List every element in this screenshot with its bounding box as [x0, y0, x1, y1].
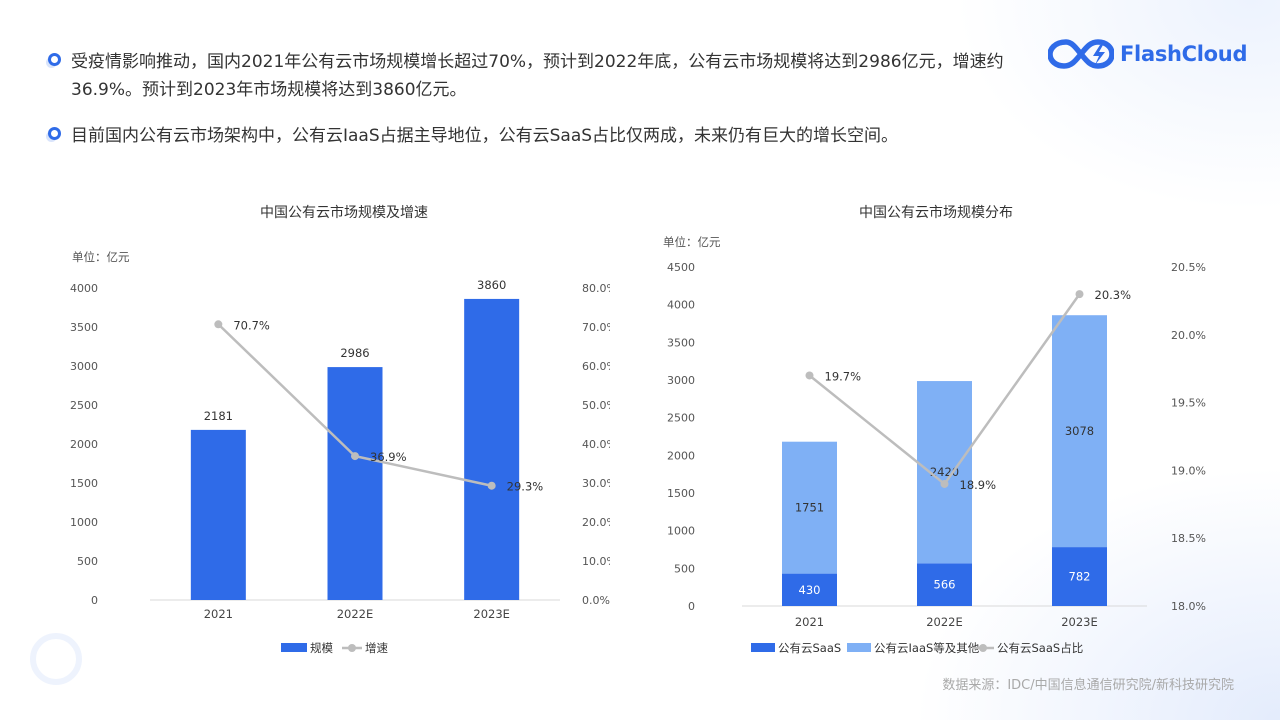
y-tick-label: 4500	[667, 261, 695, 274]
y2-tick-label: 19.5%	[1171, 397, 1206, 410]
bar-segment	[782, 573, 837, 606]
logo-text: FlashCloud	[1120, 42, 1248, 66]
bar	[327, 367, 383, 600]
bar-data-label: 3860	[477, 278, 506, 292]
x-tick-label: 2021	[795, 615, 824, 629]
y-tick-label: 3500	[667, 336, 695, 349]
bar-data-label: 1751	[795, 501, 824, 515]
chart-title: 中国公有云市场规模分布	[859, 204, 1013, 221]
y-tick-label: 1000	[70, 516, 98, 529]
y-tick-label: 4000	[70, 282, 98, 295]
bar-data-label: 2181	[204, 409, 233, 423]
y-tick-label: 2000	[667, 449, 695, 462]
line-point	[940, 479, 949, 488]
line-point	[487, 481, 496, 490]
legend-label: 公有云SaaS占比	[997, 641, 1083, 655]
line-data-label: 20.3%	[1095, 288, 1132, 302]
x-tick-label: 2022E	[337, 607, 374, 621]
y2-tick-label: 20.5%	[1171, 261, 1206, 274]
chart-title: 中国公有云市场规模及增速	[260, 204, 428, 221]
bullet-circle-icon	[48, 53, 61, 66]
bar-data-label: 430	[799, 583, 821, 597]
data-source-note: 数据来源：IDC/中国信息通信研究院/新科技研究院	[942, 678, 1234, 693]
bullet-text-2: 目前国内公有云市场架构中，公有云IaaS占据主导地位，公有云SaaS占比仅两成，…	[71, 126, 899, 146]
x-tick-label: 2023E	[473, 607, 510, 621]
y-tick-label: 1000	[667, 525, 695, 538]
legend-label: 公有云IaaS等及其他	[874, 641, 980, 655]
bar-segment	[917, 563, 972, 606]
y2-tick-label: 70.0%	[582, 321, 610, 334]
legend-marker	[979, 644, 987, 652]
y2-tick-label: 80.0%	[582, 282, 610, 295]
unit-label: 单位：亿元	[663, 235, 721, 249]
line-point	[214, 320, 223, 329]
y-tick-label: 2000	[70, 438, 98, 451]
line-data-label: 29.3%	[507, 480, 544, 494]
x-tick-label: 2021	[204, 607, 233, 621]
y-tick-label: 0	[688, 600, 695, 613]
bar-data-label: 566	[934, 578, 956, 592]
chart-right: 中国公有云市场规模分布单位：亿元 0 500 1000 1500 2000 2500 3000…	[655, 190, 1215, 660]
legend-swatch	[847, 643, 871, 652]
y2-tick-label: 60.0%	[582, 360, 610, 373]
y-tick-label: 3000	[70, 360, 98, 373]
bullet-point-1: 受疫情影响推动，国内2021年公有云市场规模增长超过70%，预计到2022年底，…	[48, 48, 1041, 104]
bullet-point-2: 目前国内公有云市场架构中，公有云IaaS占据主导地位，公有云SaaS占比仅两成，…	[48, 122, 1041, 150]
bar-segment	[1052, 547, 1107, 606]
x-tick-label: 2022E	[926, 615, 963, 629]
y-tick-label: 0	[91, 594, 98, 607]
line-data-label: 70.7%	[233, 318, 270, 332]
bar	[464, 298, 520, 600]
line-point	[351, 452, 359, 461]
legend-label: 增速	[365, 641, 388, 655]
x-tick-label: 2023E	[1061, 615, 1098, 629]
y-tick-label: 500	[77, 555, 98, 568]
bar-segment	[917, 381, 972, 564]
flashcloud-logo: FlashCloud	[1048, 34, 1247, 74]
bullet-circle-icon	[48, 127, 61, 140]
line-data-label: 18.9%	[960, 478, 997, 492]
bar-data-label: 782	[1069, 570, 1091, 584]
legend-label: 规模	[310, 641, 333, 655]
y-tick-label: 3000	[667, 374, 695, 387]
y2-tick-label: 20.0%	[1171, 329, 1206, 342]
bullet-text-1: 受疫情影响推动，国内2021年公有云市场规模增长超过70%，预计到2022年底，…	[71, 52, 1004, 100]
legend-label: 公有云SaaS	[778, 641, 841, 655]
chart-left: 中国公有云市场规模及增速单位：亿元 0 500 1000 1500 2000 2500 300…	[70, 190, 617, 660]
y-tick-label: 2500	[667, 412, 695, 425]
y2-tick-label: 30.0%	[582, 477, 610, 490]
y2-tick-label: 50.0%	[582, 399, 610, 412]
unit-label: 单位：亿元	[72, 250, 130, 264]
y2-tick-label: 18.5%	[1171, 532, 1206, 545]
bar-segment	[782, 441, 837, 574]
y2-tick-label: 40.0%	[582, 438, 610, 451]
line-point	[805, 371, 814, 380]
legend-swatch	[751, 643, 775, 652]
decorative-ring	[30, 633, 82, 685]
bar	[190, 429, 246, 600]
line-data-label: 19.7%	[825, 369, 862, 383]
legend-marker	[348, 644, 356, 652]
y2-tick-label: 18.0%	[1171, 600, 1206, 613]
bar-data-label: 3078	[1065, 424, 1094, 438]
y2-tick-label: 10.0%	[582, 555, 610, 568]
y-tick-label: 2500	[70, 399, 98, 412]
bar-data-label: 2986	[340, 346, 369, 360]
y2-tick-label: 20.0%	[582, 516, 610, 529]
y2-tick-label: 0.0%	[582, 594, 610, 607]
y-tick-label: 4000	[667, 299, 695, 312]
bar-segment	[1052, 315, 1107, 548]
y-tick-label: 500	[674, 562, 695, 575]
y-tick-label: 1500	[70, 477, 98, 490]
legend-swatch	[281, 643, 307, 652]
line-point	[1075, 290, 1084, 299]
y2-tick-label: 19.0%	[1171, 464, 1206, 477]
y-tick-label: 3500	[70, 321, 98, 334]
y-tick-label: 1500	[667, 487, 695, 500]
line-data-label: 36.9%	[370, 450, 407, 464]
infinity-cloud-bolt-icon	[1048, 39, 1114, 69]
